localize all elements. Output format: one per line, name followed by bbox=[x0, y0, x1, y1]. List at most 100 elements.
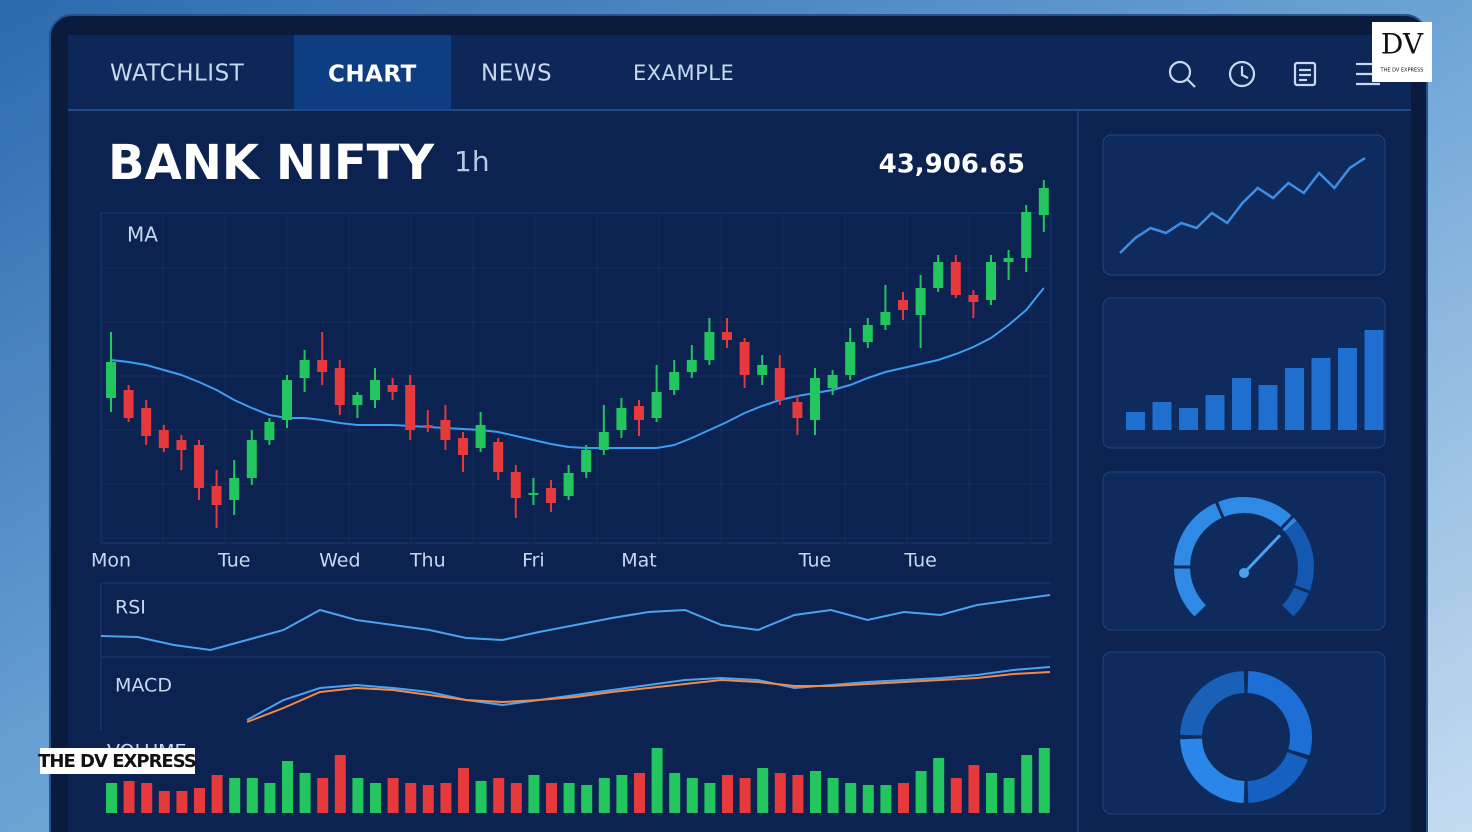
candle-body bbox=[986, 262, 996, 300]
candle-body bbox=[458, 438, 468, 455]
mini-bar bbox=[1152, 402, 1172, 430]
volume-bar bbox=[774, 773, 786, 813]
candle-body bbox=[440, 420, 451, 440]
legend-label: MA bbox=[127, 223, 158, 247]
volume-bar bbox=[827, 778, 839, 813]
volume-bar bbox=[510, 783, 522, 813]
volume-bar bbox=[757, 768, 769, 813]
volume-bar bbox=[106, 783, 117, 813]
clock-icon[interactable] bbox=[1228, 60, 1256, 88]
chart-title: BANK NIFTY bbox=[108, 135, 435, 191]
donut-segment bbox=[1180, 671, 1245, 736]
volume-bar bbox=[581, 785, 593, 813]
volume-bar bbox=[176, 791, 188, 813]
candle-body bbox=[915, 288, 926, 315]
volume-bar bbox=[123, 781, 135, 813]
x-tick-label: Tue bbox=[903, 550, 936, 572]
gauge-value bbox=[1174, 497, 1297, 617]
candle-body bbox=[123, 390, 134, 418]
volume-bar bbox=[546, 783, 557, 813]
volume-bar bbox=[299, 773, 311, 813]
indicator-line bbox=[246, 666, 1051, 721]
x-tick-label: Fri bbox=[522, 550, 545, 572]
price: 43,906.65 bbox=[879, 150, 1025, 180]
candle-body bbox=[739, 342, 750, 375]
volume-bar bbox=[387, 778, 399, 813]
candle-body bbox=[1038, 188, 1049, 215]
mini-bar bbox=[1311, 358, 1331, 430]
candle-body bbox=[563, 473, 574, 496]
tab[interactable]: CHART bbox=[328, 62, 417, 88]
candle-body bbox=[317, 360, 328, 372]
volume-bar bbox=[933, 758, 945, 813]
mini-bar bbox=[1338, 348, 1357, 430]
donut-segment bbox=[1247, 751, 1309, 803]
volume-bar bbox=[722, 775, 733, 813]
candle-body bbox=[669, 372, 680, 390]
volume-bar bbox=[651, 748, 663, 813]
candle-body bbox=[774, 368, 785, 400]
widget-card[interactable] bbox=[1102, 134, 1386, 276]
volume-bar bbox=[158, 791, 170, 813]
candle-body bbox=[880, 312, 891, 325]
candle-body bbox=[387, 385, 398, 392]
top-bar bbox=[68, 35, 1411, 110]
volume-bar bbox=[1038, 748, 1050, 813]
mini-bar bbox=[1285, 368, 1304, 430]
candle-body bbox=[598, 432, 609, 450]
gauge-gap bbox=[1292, 584, 1312, 595]
candle-body bbox=[898, 300, 908, 310]
volume-bar bbox=[493, 778, 505, 813]
x-tick-label: Tue bbox=[798, 550, 831, 572]
gauge-needle bbox=[1242, 534, 1282, 575]
volume-bar bbox=[704, 783, 716, 813]
indicator-label: RSI bbox=[115, 597, 146, 619]
candle-body bbox=[968, 295, 979, 302]
search-icon[interactable] bbox=[1168, 60, 1196, 88]
volume-bar bbox=[1021, 755, 1033, 813]
volume-bar bbox=[634, 773, 645, 813]
candle-body bbox=[933, 262, 944, 288]
indicator-line bbox=[246, 671, 1051, 723]
volume-bar bbox=[810, 771, 821, 813]
volume-bar bbox=[246, 778, 258, 813]
volume-bar bbox=[739, 778, 751, 813]
volume-bar bbox=[792, 775, 804, 813]
volume-bar bbox=[229, 778, 241, 813]
volume-bar bbox=[669, 773, 681, 813]
logo-mark: DV bbox=[1381, 28, 1424, 61]
mini-bar bbox=[1205, 395, 1225, 430]
volume-bar bbox=[915, 771, 927, 813]
mini-bar bbox=[1364, 330, 1384, 430]
candle-body bbox=[493, 442, 504, 472]
tab[interactable]: EXAMPLE bbox=[633, 61, 734, 85]
candle-body bbox=[845, 342, 856, 375]
tab[interactable]: WATCHLIST bbox=[110, 61, 245, 87]
candle-body bbox=[792, 402, 803, 418]
candle-body bbox=[176, 440, 187, 450]
volume-bar bbox=[458, 768, 469, 813]
candle-body bbox=[422, 425, 433, 428]
volume-bar bbox=[282, 761, 293, 813]
candle-body bbox=[1003, 258, 1014, 262]
candle-body bbox=[528, 493, 539, 495]
ma-line bbox=[110, 287, 1045, 449]
volume-bar bbox=[194, 788, 205, 813]
chart-frame bbox=[100, 212, 1052, 544]
timeframe[interactable]: 1h bbox=[454, 145, 490, 178]
candle-body bbox=[546, 488, 556, 503]
notes-icon[interactable] bbox=[1293, 61, 1317, 87]
watermark-box bbox=[40, 748, 195, 774]
widget-card[interactable] bbox=[1102, 471, 1386, 631]
gauge-hub bbox=[1239, 568, 1249, 578]
candle-body bbox=[722, 332, 732, 340]
tab[interactable]: NEWS bbox=[481, 61, 552, 87]
x-tick-label: Thu bbox=[409, 550, 446, 572]
volume-bar bbox=[440, 783, 452, 813]
widget-card[interactable] bbox=[1102, 651, 1386, 815]
candle-body bbox=[264, 422, 275, 440]
mini-bar bbox=[1258, 385, 1278, 430]
volume-bar bbox=[264, 783, 276, 813]
volume-bar bbox=[211, 775, 223, 813]
